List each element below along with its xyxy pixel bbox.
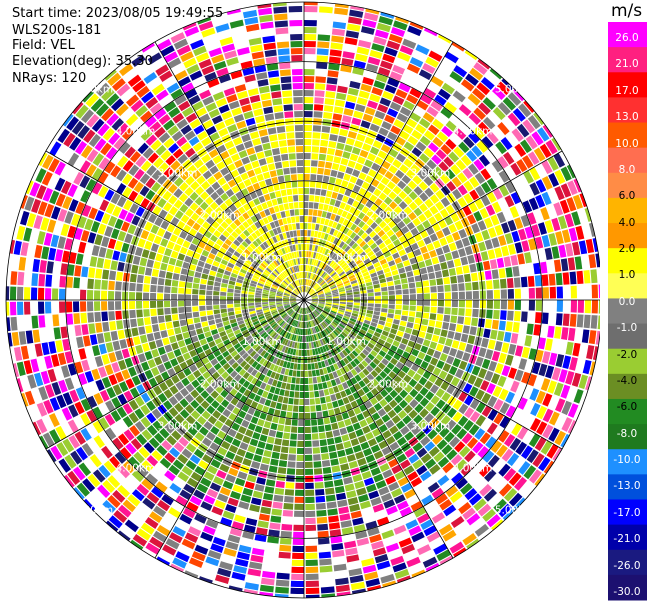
colorbar-unit-label: m/s	[611, 1, 643, 21]
range-ring-label: 1.00km	[242, 252, 282, 264]
colorbar-tick-label: 17.0	[615, 84, 639, 97]
range-ring-label: 1.00km	[242, 336, 282, 348]
range-ring-label: 1.00km	[326, 336, 366, 348]
range-ring-label: 2.00km	[368, 378, 408, 390]
colorbar-tick-label: -10.0	[613, 454, 641, 467]
colorbar-tick-label: -30.0	[613, 586, 641, 598]
range-ring-label: 3.00km	[158, 168, 198, 180]
range-ring-label: 1.00km	[326, 252, 366, 264]
range-ring-label: 4.00km	[116, 463, 156, 475]
range-ring-label: 2.00km	[200, 210, 240, 222]
colorbar-tick-label: -21.0	[613, 533, 641, 546]
azimuth-spoke	[45, 150, 305, 301]
colorbar-tick-label: 13.0	[615, 111, 639, 124]
colorbar-tick-label: -8.0	[616, 427, 638, 440]
colorbar-tick-label: -17.0	[613, 506, 641, 519]
velocity-cells	[6, 2, 600, 598]
colorbar-tick-label: 8.0	[618, 163, 636, 176]
nrays-label: NRays: 120	[12, 71, 87, 86]
start-time-label: Start time: 2023/08/05 19:49:55	[12, 6, 224, 21]
colorbar-tick-label: 21.0	[615, 58, 639, 71]
colorbar-tick-label: -6.0	[616, 401, 638, 414]
colorbar-tick-label: -4.0	[616, 374, 638, 387]
range-ring-label: 4.00km	[453, 463, 493, 475]
range-ring-label: 4.00km	[453, 125, 493, 137]
colorbar-tick-label: 0.0	[618, 295, 636, 308]
colorbar-tick-label: -26.0	[613, 559, 641, 572]
colorbar-tick-label: 26.0	[615, 32, 639, 44]
colorbar-tick-label: -2.0	[616, 348, 638, 361]
azimuth-spoke	[154, 299, 305, 559]
colorbar-tick-label: 4.0	[618, 216, 636, 229]
range-ring-label: 5.00km	[73, 505, 113, 517]
field-label: Field: VEL	[12, 38, 75, 53]
colorbar-tick-label: 6.0	[618, 190, 636, 203]
colorbar-tick-label: 2.0	[618, 243, 636, 256]
range-grid: 1.00km 1.00km 1.00km 1.00km 2.00km 2.00km 2.00…	[5, 1, 600, 599]
colorbar-tick-label: 10.0	[615, 137, 639, 150]
range-ring-label: 2.00km	[200, 378, 240, 390]
colorbar-tick-label: 1.0	[618, 269, 636, 282]
instrument-label: WLS200s-181	[12, 23, 102, 38]
range-ring-label: 5.00km	[73, 83, 113, 95]
range-ring-label: 3.00km	[158, 420, 198, 432]
azimuth-spoke	[303, 150, 563, 301]
azimuth-spoke	[154, 41, 305, 301]
colorbar-tick-label: -13.0	[613, 480, 641, 493]
azimuth-spoke	[303, 299, 454, 559]
range-ring-label: 2.00km	[368, 210, 408, 222]
range-ring-label: 4.00km	[116, 125, 156, 137]
ppi-plot: 1.00km 1.00km 1.00km 1.00km 2.00km 2.00km 2.00…	[5, 1, 600, 599]
azimuth-spoke	[303, 299, 563, 450]
colorbar-tick-label: -1.0	[616, 322, 638, 335]
range-ring-label: 5.00km	[495, 505, 535, 517]
range-ring-label: 5.00km	[495, 83, 535, 95]
range-ring-label: 3.00km	[411, 168, 451, 180]
azimuth-spoke	[45, 299, 305, 450]
elevation-label: Elevation(deg): 35.30	[12, 54, 153, 69]
range-ring-label: 3.00km	[411, 420, 451, 432]
azimuth-spoke	[303, 41, 454, 301]
